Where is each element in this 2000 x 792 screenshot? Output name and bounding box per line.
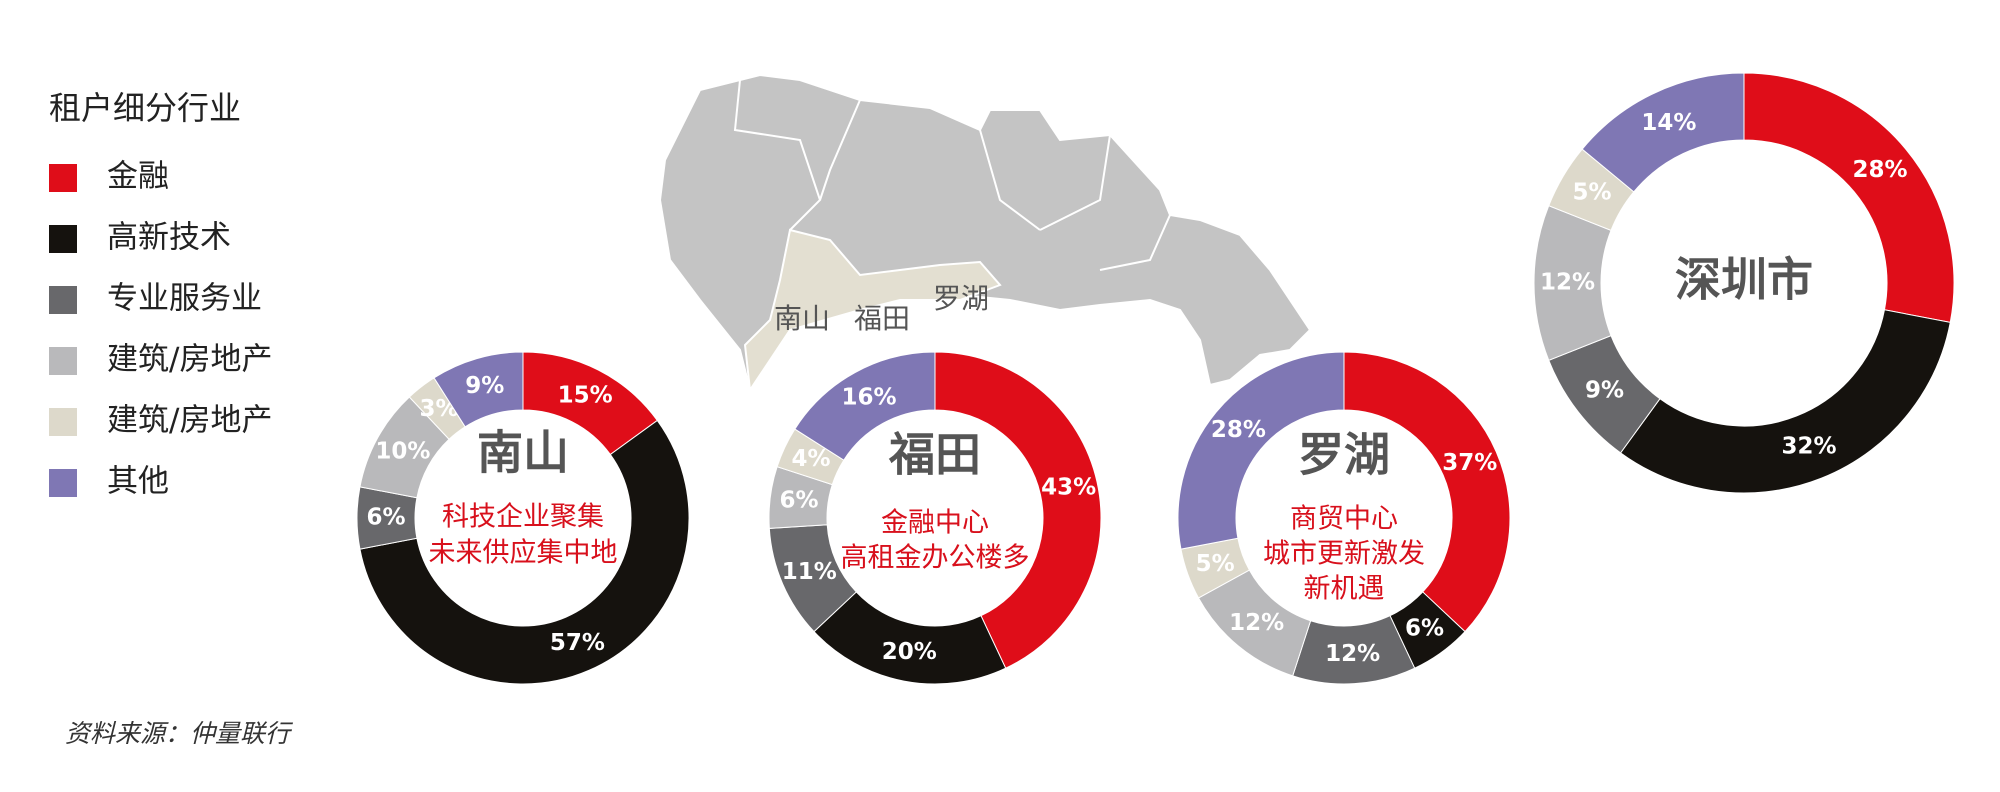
- center-line: 金融中心: [881, 508, 989, 539]
- legend-swatch: [49, 347, 77, 375]
- source: 资料来源：仲量联行: [65, 719, 294, 748]
- data-label: 32%: [1781, 434, 1836, 460]
- data-label: 57%: [550, 630, 605, 656]
- data-label: 9%: [465, 373, 504, 399]
- legend-label: 建筑/房地产: [107, 342, 272, 378]
- data-label: 10%: [375, 438, 430, 464]
- data-label: 37%: [1442, 450, 1497, 476]
- center-line: 新机遇: [1304, 574, 1385, 605]
- data-label: 14%: [1641, 110, 1696, 136]
- map-label: 南山: [774, 302, 830, 335]
- map-label: 罗湖: [933, 282, 989, 315]
- legend-swatch: [49, 469, 77, 497]
- data-label: 6%: [780, 487, 819, 513]
- map-label: 福田: [854, 302, 910, 335]
- donut-segment: [794, 351, 936, 461]
- map-borders: [733, 79, 1171, 271]
- legend-label: 高新技术: [107, 220, 231, 256]
- donut-segment: [1619, 309, 1951, 494]
- donut-segment: [433, 351, 524, 428]
- data-label: 16%: [841, 384, 896, 410]
- center-line: 科技企业聚集: [442, 502, 604, 533]
- donut-segment: [1343, 351, 1511, 633]
- data-label: 4%: [792, 446, 831, 472]
- data-label: 15%: [558, 382, 613, 408]
- data-label: 11%: [782, 559, 837, 585]
- legend-label: 建筑/房地产: [107, 403, 272, 439]
- legend-label: 其他: [107, 464, 169, 500]
- donut-segment: [934, 351, 1102, 669]
- donut-title: 福田: [888, 428, 981, 482]
- donut-segment: [813, 591, 1007, 685]
- donut-segment: [1177, 351, 1345, 550]
- legend-swatch: [49, 225, 77, 253]
- center-line: 商贸中心: [1290, 504, 1398, 535]
- data-label: 9%: [1585, 378, 1624, 404]
- legend-swatch: [49, 408, 77, 436]
- donut-segment: [1581, 72, 1745, 193]
- data-label: 5%: [1196, 551, 1235, 577]
- data-label: 12%: [1229, 610, 1284, 636]
- data-label: 6%: [1405, 615, 1444, 641]
- map-districts: [743, 228, 1002, 393]
- legend-title: 租户细分行业: [49, 89, 241, 127]
- data-label: 6%: [366, 505, 405, 531]
- donut-title: 深圳市: [1675, 253, 1813, 307]
- legend-swatch: [49, 164, 77, 192]
- data-label: 28%: [1852, 157, 1907, 183]
- data-label: 20%: [882, 639, 937, 665]
- data-label: 43%: [1041, 475, 1096, 501]
- donut-segment: [359, 419, 690, 685]
- data-label: 28%: [1211, 417, 1266, 443]
- donut-title: 南山: [477, 426, 569, 480]
- center-line: 城市更新激发: [1263, 539, 1425, 570]
- data-label: 12%: [1325, 641, 1380, 667]
- data-label: 12%: [1540, 270, 1595, 296]
- legend-label: 金融: [107, 159, 169, 195]
- donut-segment: [1743, 72, 1955, 323]
- data-label: 5%: [1573, 180, 1612, 206]
- center-line: 未来供应集中地: [429, 538, 618, 569]
- legend-label: 专业服务业: [107, 281, 262, 317]
- donut-title: 罗湖: [1298, 428, 1390, 482]
- center-line: 高租金办公楼多: [841, 543, 1030, 574]
- map: 南山 福田 罗湖: [658, 73, 1312, 393]
- legend-swatch: [49, 286, 77, 314]
